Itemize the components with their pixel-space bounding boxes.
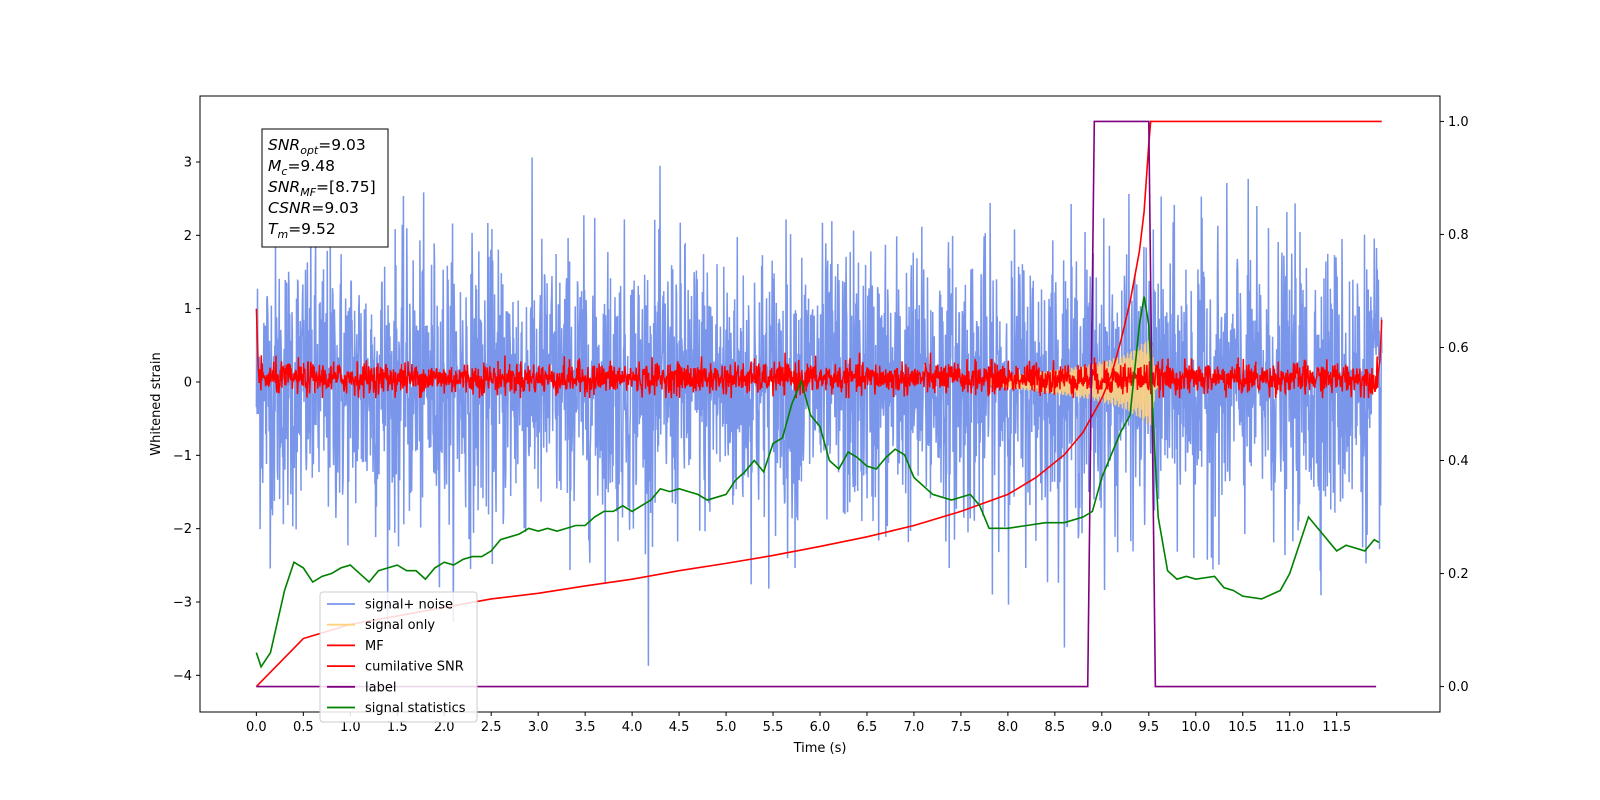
x-tick-label: 8.0	[998, 720, 1019, 735]
x-tick-label: 5.0	[716, 720, 737, 735]
x-tick-label: 6.5	[857, 720, 878, 735]
legend-label: signal statistics	[365, 701, 466, 716]
annotation-line: CSNR=9.03	[268, 199, 359, 217]
x-tick-label: 10.0	[1181, 720, 1210, 735]
x-tick-label: 7.0	[904, 720, 925, 735]
legend-label: MF	[365, 639, 384, 654]
legend-frame	[319, 591, 478, 723]
y2-tick-label: 0.2	[1448, 567, 1469, 582]
series-cumulative-snr	[255, 120, 1382, 688]
y-tick-label: 0	[184, 376, 192, 391]
x-tick-label: 2.5	[481, 720, 502, 735]
x-tick-label: 0.0	[246, 720, 267, 735]
y2-tick-label: 1.0	[1448, 115, 1469, 130]
annotation-line: SNRopt=9.03	[268, 136, 366, 157]
x-tick-label: 4.0	[622, 720, 643, 735]
legend: signal+ noise signal only MF cumilative SNR…	[319, 591, 478, 723]
y-tick-label: −3	[173, 596, 192, 611]
y-axis-left: −4 −3 −2 −1 0 1 2 3	[173, 156, 200, 684]
annotation-line: Tm=9.52	[268, 220, 336, 241]
series-signal-statistics	[255, 296, 1380, 669]
legend-label: label	[365, 680, 396, 695]
y-tick-label: −4	[173, 669, 192, 684]
legend-label: signal only	[365, 618, 435, 633]
annotation-line: SNRMF=[8.75]	[268, 178, 376, 199]
y-tick-label: 1	[184, 302, 192, 317]
series-signal-noise	[255, 157, 1383, 666]
legend-label: cumilative SNR	[365, 660, 464, 675]
x-tick-label: 1.5	[387, 720, 408, 735]
x-tick-label: 9.5	[1138, 720, 1159, 735]
x-tick-label: 8.5	[1045, 720, 1066, 735]
annotation-frame	[261, 128, 389, 248]
x-tick-label: 5.5	[763, 720, 784, 735]
y-tick-label: 3	[184, 156, 192, 171]
x-tick-label: 0.5	[293, 720, 314, 735]
y-tick-label: −2	[173, 522, 192, 537]
x-tick-label: 6.0	[810, 720, 831, 735]
x-tick-label: 4.5	[669, 720, 690, 735]
x-tick-label: 1.0	[340, 720, 361, 735]
plot-area	[255, 120, 1383, 688]
annotation-line: Mc=9.48	[268, 157, 335, 178]
series-label	[256, 120, 1377, 688]
y2-tick-label: 0.6	[1448, 341, 1469, 356]
x-tick-label: 11.5	[1322, 720, 1351, 735]
x-tick-label: 9.0	[1091, 720, 1112, 735]
y-axis-label: Whitened strain	[149, 352, 164, 455]
y2-tick-label: 0.8	[1448, 228, 1469, 243]
y2-tick-label: 0.4	[1448, 454, 1469, 469]
x-tick-label: 10.5	[1228, 720, 1257, 735]
x-tick-label: 7.5	[951, 720, 972, 735]
x-tick-label: 2.0	[434, 720, 455, 735]
legend-label: signal+ noise	[365, 598, 453, 613]
y-tick-label: 2	[184, 229, 192, 244]
x-tick-label: 11.0	[1275, 720, 1304, 735]
x-axis: 0.0 0.5 1.0 1.5 2.0 2.5 3.0 3.5 4.0 4.5 5.0 5.5 6.0 6…	[246, 712, 1351, 735]
y2-tick-label: 0.0	[1448, 680, 1469, 695]
series-mf	[255, 308, 1383, 399]
x-tick-label: 3.5	[575, 720, 596, 735]
x-axis-label: Time (s)	[793, 741, 847, 756]
y-axis-right: 0.0 0.2 0.4 0.6 0.8 1.0	[1440, 115, 1469, 695]
x-tick-label: 3.0	[528, 720, 549, 735]
y-tick-label: −1	[173, 449, 192, 464]
